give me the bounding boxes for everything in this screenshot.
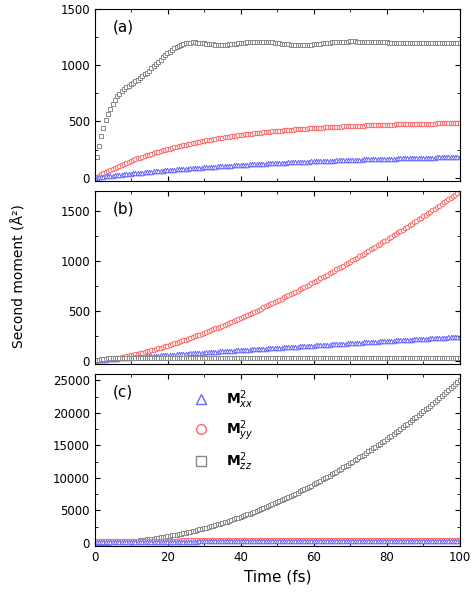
Text: (a): (a): [113, 19, 134, 34]
Text: Second moment (Å²): Second moment (Å²): [12, 204, 26, 348]
Text: (b): (b): [113, 202, 135, 217]
Legend: M$^2_{xx}$, M$^2_{yy}$, M$^2_{zz}$: M$^2_{xx}$, M$^2_{yy}$, M$^2_{zz}$: [182, 383, 260, 479]
X-axis label: Time (fs): Time (fs): [244, 569, 311, 584]
Text: (c): (c): [113, 384, 133, 399]
